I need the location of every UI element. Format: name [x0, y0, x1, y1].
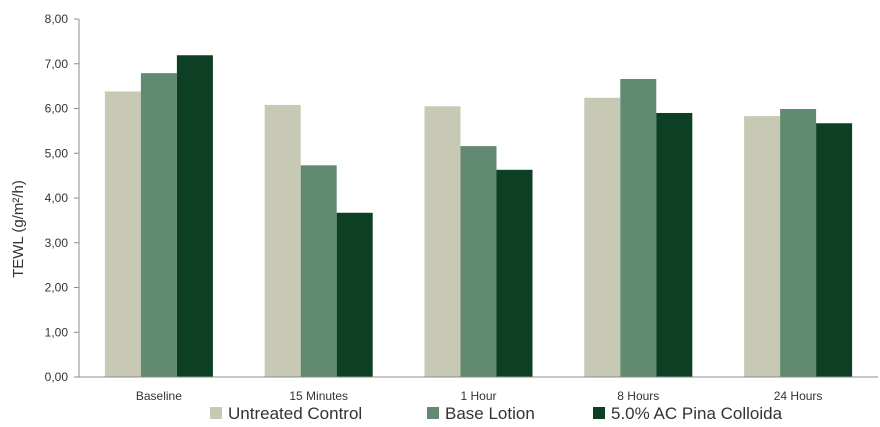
y-tick-label: 7,00	[45, 57, 69, 71]
legend: Untreated Control Base Lotion 5.0% AC Pina…	[210, 404, 783, 423]
y-tick-label: 8,00	[45, 12, 69, 26]
bar-untreated-control-8-hours	[584, 97, 621, 377]
legend-item: Base Lotion	[427, 404, 535, 423]
bar-5-0-ac-pina-colloida-baseline	[176, 55, 213, 378]
legend-item: 5.0% AC Pina Colloida	[593, 404, 783, 423]
bar-5-0-ac-pina-colloida-24-hours	[816, 123, 853, 377]
legend-item: Untreated Control	[210, 404, 362, 423]
bar-untreated-control-baseline	[104, 91, 141, 378]
y-tick-label: 4,00	[45, 191, 69, 205]
bar-5-0-ac-pina-colloida-1-hour	[496, 169, 533, 377]
legend-swatch	[427, 407, 439, 419]
x-tick-label: 8 Hours	[617, 389, 659, 403]
x-tick-label: Baseline	[136, 389, 182, 403]
bar-untreated-control-24-hours	[744, 116, 781, 378]
bars	[104, 55, 853, 378]
y-tick-label: 5,00	[45, 146, 69, 160]
bar-untreated-control-15-minutes	[264, 104, 301, 378]
legend-swatch	[210, 407, 222, 419]
legend-label: Base Lotion	[445, 404, 535, 423]
y-tick-label: 2,00	[45, 281, 69, 295]
bar-base-lotion-15-minutes	[300, 165, 337, 377]
bar-5-0-ac-pina-colloida-15-minutes	[336, 212, 373, 377]
y-tick-label: 0,00	[45, 370, 69, 384]
bar-base-lotion-8-hours	[620, 78, 657, 377]
y-axis-title: TEWL (g/m²/h)	[10, 180, 27, 278]
bar-base-lotion-24-hours	[780, 108, 817, 377]
bar-base-lotion-baseline	[140, 73, 177, 378]
legend-label: 5.0% AC Pina Colloida	[611, 404, 783, 423]
legend-label: Untreated Control	[228, 404, 362, 423]
y-tick-label: 1,00	[45, 325, 69, 339]
x-tick-label: 15 Minutes	[289, 389, 348, 403]
bar-base-lotion-1-hour	[460, 146, 497, 377]
bar-untreated-control-1-hour	[424, 106, 461, 377]
y-tick-label: 6,00	[45, 102, 69, 116]
x-tick-label: 24 Hours	[774, 389, 823, 403]
y-axis: 0,00 1,00 2,00 3,00 4,00 5,00 6,00 7,00 8,00	[45, 12, 80, 384]
y-tick-label: 3,00	[45, 236, 69, 250]
x-tick-label: 1 Hour	[460, 389, 496, 403]
bar-5-0-ac-pina-colloida-8-hours	[656, 112, 693, 377]
x-axis: Baseline 15 Minutes 1 Hour 8 Hours 24 Hours	[79, 376, 878, 403]
legend-swatch	[593, 407, 605, 419]
